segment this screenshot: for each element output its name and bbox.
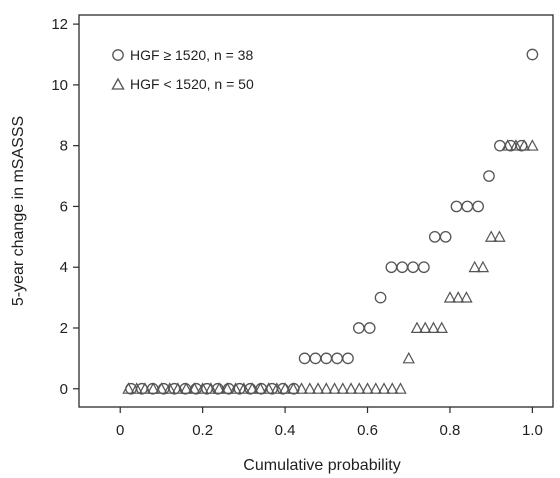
point-hgf-low [146, 382, 160, 394]
y-axis-ticks: 0 2 4 6 8 10 12 [51, 16, 79, 398]
y-tick-label: 4 [60, 259, 68, 276]
point-hgf-high [331, 352, 343, 365]
point-hgf-low [171, 382, 185, 394]
point-hgf-low [451, 291, 465, 303]
point-hgf-low [237, 382, 251, 394]
point-hgf-low [328, 382, 341, 394]
point-hgf-low [468, 260, 481, 273]
point-hgf-high [407, 261, 419, 274]
y-tick-label: 2 [60, 320, 68, 337]
point-hgf-low [484, 230, 498, 242]
point-hgf-low [188, 382, 201, 394]
point-hgf-high [298, 352, 311, 365]
point-hgf-low [369, 382, 382, 394]
point-hgf-high [450, 200, 463, 213]
x-tick-label: 1.0 [522, 422, 543, 439]
point-hgf-low [377, 382, 391, 394]
point-hgf-low [245, 382, 259, 394]
point-hgf-low [155, 382, 168, 394]
point-hgf-high [385, 261, 398, 274]
point-hgf-high [320, 352, 333, 365]
point-hgf-high [439, 230, 452, 243]
point-hgf-high [461, 200, 474, 213]
point-hgf-low [163, 382, 176, 394]
point-hgf-low [419, 321, 432, 334]
point-hgf-low [526, 139, 539, 151]
x-axis-ticks: 0 0.2 0.4 0.6 0.8 1.0 [116, 407, 543, 439]
legend-circle-marker [112, 49, 124, 61]
point-hgf-low [493, 230, 506, 242]
x-tick-label: 0.8 [440, 422, 461, 439]
point-hgf-low [460, 291, 473, 303]
point-hgf-low [361, 382, 374, 394]
point-hgf-low [262, 382, 275, 394]
point-hgf-low [501, 139, 514, 151]
legend-label-hgf-high: HGF ≥ 1520, n = 38 [130, 47, 253, 63]
y-axis-title: 5-year change in mSASSS [10, 116, 27, 306]
legend-label-hgf-low: HGF < 1520, n = 50 [130, 76, 254, 92]
point-hgf-low [122, 382, 135, 394]
y-tick-label: 12 [51, 16, 68, 33]
point-hgf-high [352, 322, 365, 334]
point-hgf-high [428, 230, 441, 243]
point-hgf-low [130, 382, 143, 394]
point-hgf-low [410, 321, 424, 334]
point-hgf-low [229, 382, 242, 394]
point-hgf-high [342, 352, 354, 365]
y-tick-label: 0 [60, 381, 68, 398]
point-hgf-low [509, 139, 523, 151]
plot-frame [78, 14, 554, 408]
x-tick-label: 0.4 [275, 422, 296, 439]
point-hgf-low [344, 382, 358, 394]
point-hgf-low [179, 382, 193, 394]
y-tick-label: 8 [60, 138, 68, 155]
legend: HGF ≥ 1520, n = 38 HGF < 1520, n = 50 [111, 47, 254, 92]
point-hgf-low [402, 351, 415, 364]
point-hgf-low [320, 382, 333, 394]
point-hgf-high [363, 322, 376, 334]
point-hgf-low [435, 321, 448, 334]
x-axis-title: Cumulative probability [243, 457, 400, 474]
x-tick-label: 0.2 [192, 422, 213, 439]
point-hgf-low [295, 382, 308, 394]
point-hgf-low [303, 382, 317, 394]
y-tick-label: 6 [60, 198, 68, 215]
point-hgf-high [418, 261, 430, 274]
data-points [122, 48, 539, 395]
point-hgf-high [483, 170, 495, 182]
point-hgf-low [443, 291, 457, 303]
point-hgf-low [278, 382, 292, 394]
legend-triangle-marker [111, 77, 125, 90]
point-hgf-low [196, 382, 209, 394]
point-hgf-low [212, 382, 226, 394]
point-hgf-high [526, 48, 539, 61]
point-hgf-high [374, 291, 387, 304]
point-hgf-low [270, 382, 284, 394]
point-hgf-low [427, 321, 440, 334]
point-hgf-low [311, 382, 325, 394]
y-tick-label: 10 [51, 77, 68, 94]
point-hgf-low [517, 139, 531, 151]
point-hgf-low [254, 382, 267, 394]
point-hgf-high [472, 200, 484, 213]
point-hgf-low [394, 382, 407, 394]
point-hgf-low [138, 382, 152, 394]
point-hgf-low [287, 382, 300, 394]
point-hgf-high [309, 352, 322, 365]
point-hgf-low [386, 382, 399, 394]
point-hgf-low [204, 382, 218, 394]
x-tick-label: 0 [116, 422, 124, 439]
point-hgf-high [396, 261, 409, 274]
point-hgf-low [336, 382, 349, 394]
point-hgf-low [476, 260, 490, 273]
x-tick-label: 0.6 [357, 422, 378, 439]
point-hgf-low [221, 382, 234, 394]
point-hgf-low [353, 382, 366, 394]
